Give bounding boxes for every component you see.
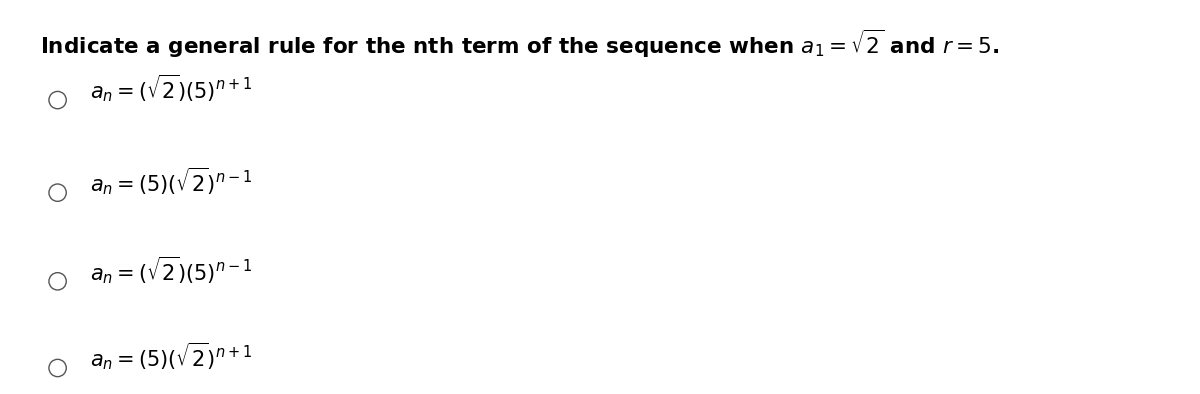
- Text: Indicate a general rule for the nth term of the sequence when $a_1 = \sqrt{2}$ a: Indicate a general rule for the nth term…: [40, 28, 998, 60]
- Text: $a_n = (5)(\sqrt{2})^{n+1}$: $a_n = (5)(\sqrt{2})^{n+1}$: [90, 340, 252, 372]
- Text: $a_n = (5)(\sqrt{2})^{n-1}$: $a_n = (5)(\sqrt{2})^{n-1}$: [90, 165, 252, 197]
- Text: $a_n = (\sqrt{2})(5)^{n-1}$: $a_n = (\sqrt{2})(5)^{n-1}$: [90, 254, 252, 286]
- Text: $a_n = (\sqrt{2})(5)^{n+1}$: $a_n = (\sqrt{2})(5)^{n+1}$: [90, 72, 252, 104]
